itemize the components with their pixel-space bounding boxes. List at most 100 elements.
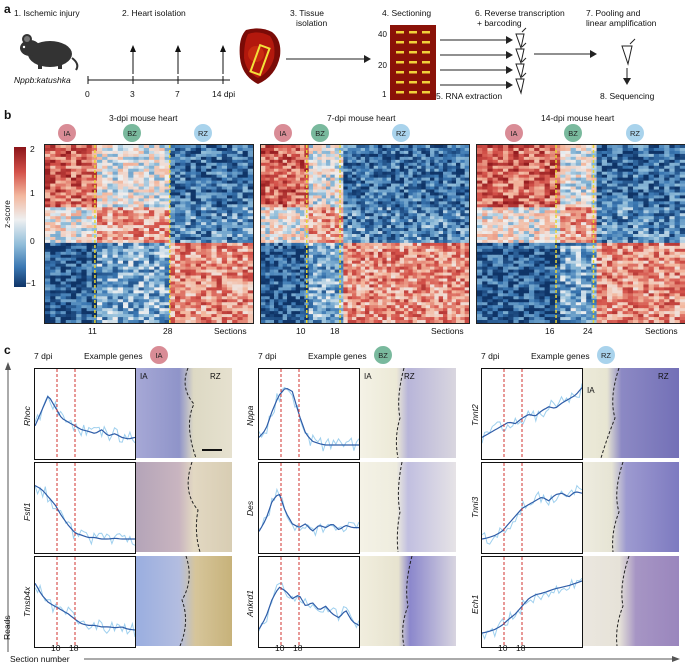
plot-rhoc: [34, 368, 136, 460]
colorbar-label: z-score: [2, 200, 12, 228]
section-tick-40: 40: [378, 30, 387, 39]
heatmap-7dpi: [260, 144, 470, 324]
heatmap-3-sections-label: Sections: [645, 326, 678, 336]
col-1-dpi: 7 dpi: [34, 351, 53, 361]
step-7-label-line2: linear amplification: [586, 18, 657, 28]
sectioning-gel: [390, 25, 436, 100]
heatmap-1-title: 3-dpi mouse heart: [109, 113, 178, 123]
mouse-label: Nppb:katushka: [14, 75, 71, 85]
gene-label-fstl1: Fstl1: [22, 502, 32, 521]
heatmap-3-rz-badge: RZ: [626, 124, 644, 142]
heatmap-3-boundary-2: 24: [583, 326, 593, 336]
heatmap-1-rz-badge: RZ: [194, 124, 212, 142]
gene-label-des: Des: [245, 500, 255, 516]
panel-c-letter: c: [4, 343, 11, 357]
gene-label-tmsb4x: Tmsb4x: [22, 586, 32, 617]
step-4-label: 4. Sectioning: [382, 8, 432, 18]
histology-tnnt2: [583, 368, 679, 458]
plot-ech1: [481, 556, 583, 648]
panel-a-letter: a: [4, 2, 11, 16]
step-3-label-line1: 3. Tissue: [290, 8, 325, 18]
step-6-label-line1: 6. Reverse transcription: [475, 8, 565, 18]
step-2-label: 2. Heart isolation: [122, 8, 186, 18]
col-2-example-genes: Example genes: [308, 351, 367, 361]
reads-axis-arrow: [5, 362, 11, 652]
histology-ankrd1: [360, 556, 456, 646]
img-1-ia-label: IA: [140, 372, 148, 381]
gene-label-nppa: Nppa: [245, 405, 255, 426]
step-7-label-line1: 7. Pooling and: [586, 8, 641, 18]
col-1-tick-18: 18: [69, 643, 79, 653]
reads-label: Reads: [2, 615, 12, 640]
timeline-tick-14: 14 dpi: [212, 89, 236, 99]
plot-tmsb4x: [34, 556, 136, 648]
histology-ech1: [583, 556, 679, 646]
img-1-rz-label: RZ: [210, 372, 221, 381]
heatmap-2-boundary-1: 10: [296, 326, 306, 336]
heatmap-3-ia-badge: IA: [505, 124, 523, 142]
col-2-dpi: 7 dpi: [258, 351, 277, 361]
heatmap-3-bz-badge: BZ: [564, 124, 582, 142]
gene-label-rhoc: Rhoc: [22, 406, 32, 426]
step-6-label-line2: + barcoding: [477, 18, 522, 28]
col-3-example-genes: Example genes: [531, 351, 590, 361]
step-1-label: 1. Ischemic injury: [14, 8, 80, 18]
img-2-ia-label: IA: [364, 372, 372, 381]
col-3-zone-badge: RZ: [597, 346, 615, 364]
plot-nppa: [258, 368, 360, 460]
heatmap-2-rz-badge: RZ: [392, 124, 410, 142]
step-3-label-line2: isolation: [296, 18, 328, 28]
heatmap-3-boundary-1: 16: [545, 326, 555, 336]
gene-label-tnnt2: Tnnt2: [470, 404, 480, 426]
arrow-to-sectioning: [286, 55, 371, 63]
plot-fstl1: [34, 462, 136, 554]
heatmap-2-title: 7-dpi mouse heart: [327, 113, 396, 123]
histology-rhoc: [136, 368, 232, 458]
heatmap-3dpi: [44, 144, 254, 324]
col-1-tick-10: 10: [51, 643, 61, 653]
histology-fstl1: [136, 462, 232, 552]
timeline-tick-0: 0: [85, 89, 90, 99]
step-5-label: 5. RNA extraction: [436, 91, 503, 101]
plot-des: [258, 462, 360, 554]
zscore-colorbar: [14, 147, 26, 287]
step-8-label: 8. Sequencing: [600, 91, 655, 101]
img-3-ia-label: IA: [587, 386, 595, 395]
histology-tnni3: [583, 462, 679, 552]
heatmap-3-title: 14-dpi mouse heart: [541, 113, 615, 123]
gene-label-tnni3: Tnni3: [470, 496, 480, 518]
histology-tmsb4x: [136, 556, 232, 646]
section-tick-1: 1: [382, 90, 387, 99]
timeline-tick-7: 7: [175, 89, 180, 99]
col-2-tick-10: 10: [275, 643, 285, 653]
img-3-rz-label: RZ: [658, 372, 669, 381]
heatmap-2-bz-badge: BZ: [311, 124, 329, 142]
timeline-tick-3: 3: [130, 89, 135, 99]
heatmap-1-sections-label: Sections: [214, 326, 247, 336]
heatmap-2-ia-badge: IA: [274, 124, 292, 142]
heatmap-1-ia-badge: IA: [58, 124, 76, 142]
pooled-tube-icon: [621, 38, 636, 85]
plot-tnnt2: [481, 368, 583, 460]
col-3-dpi: 7 dpi: [481, 351, 500, 361]
section-number-label: Section number: [10, 654, 70, 664]
section-axis-arrow: [84, 656, 680, 662]
section-tick-20: 20: [378, 61, 387, 70]
heatmap-2-boundary-2: 18: [330, 326, 340, 336]
panel-b-letter: b: [4, 108, 12, 122]
colorbar-tick-1: 1: [30, 188, 35, 198]
col-1-example-genes: Example genes: [84, 351, 143, 361]
heart-image: [239, 28, 281, 84]
plot-tnni3: [481, 462, 583, 554]
plot-ankrd1: [258, 556, 360, 648]
colorbar-tick-2: 2: [30, 144, 35, 154]
histology-nppa: [360, 368, 456, 458]
gene-label-ech1: Ech1: [470, 594, 480, 614]
col-2-zone-badge: BZ: [374, 346, 392, 364]
heatmap-1-boundary-2: 28: [163, 326, 173, 336]
col-2-tick-18: 18: [293, 643, 303, 653]
heatmap-14dpi: [476, 144, 685, 324]
timeline: [87, 45, 230, 84]
mouse-icon: [20, 34, 79, 71]
tube-arrows: [440, 27, 597, 95]
